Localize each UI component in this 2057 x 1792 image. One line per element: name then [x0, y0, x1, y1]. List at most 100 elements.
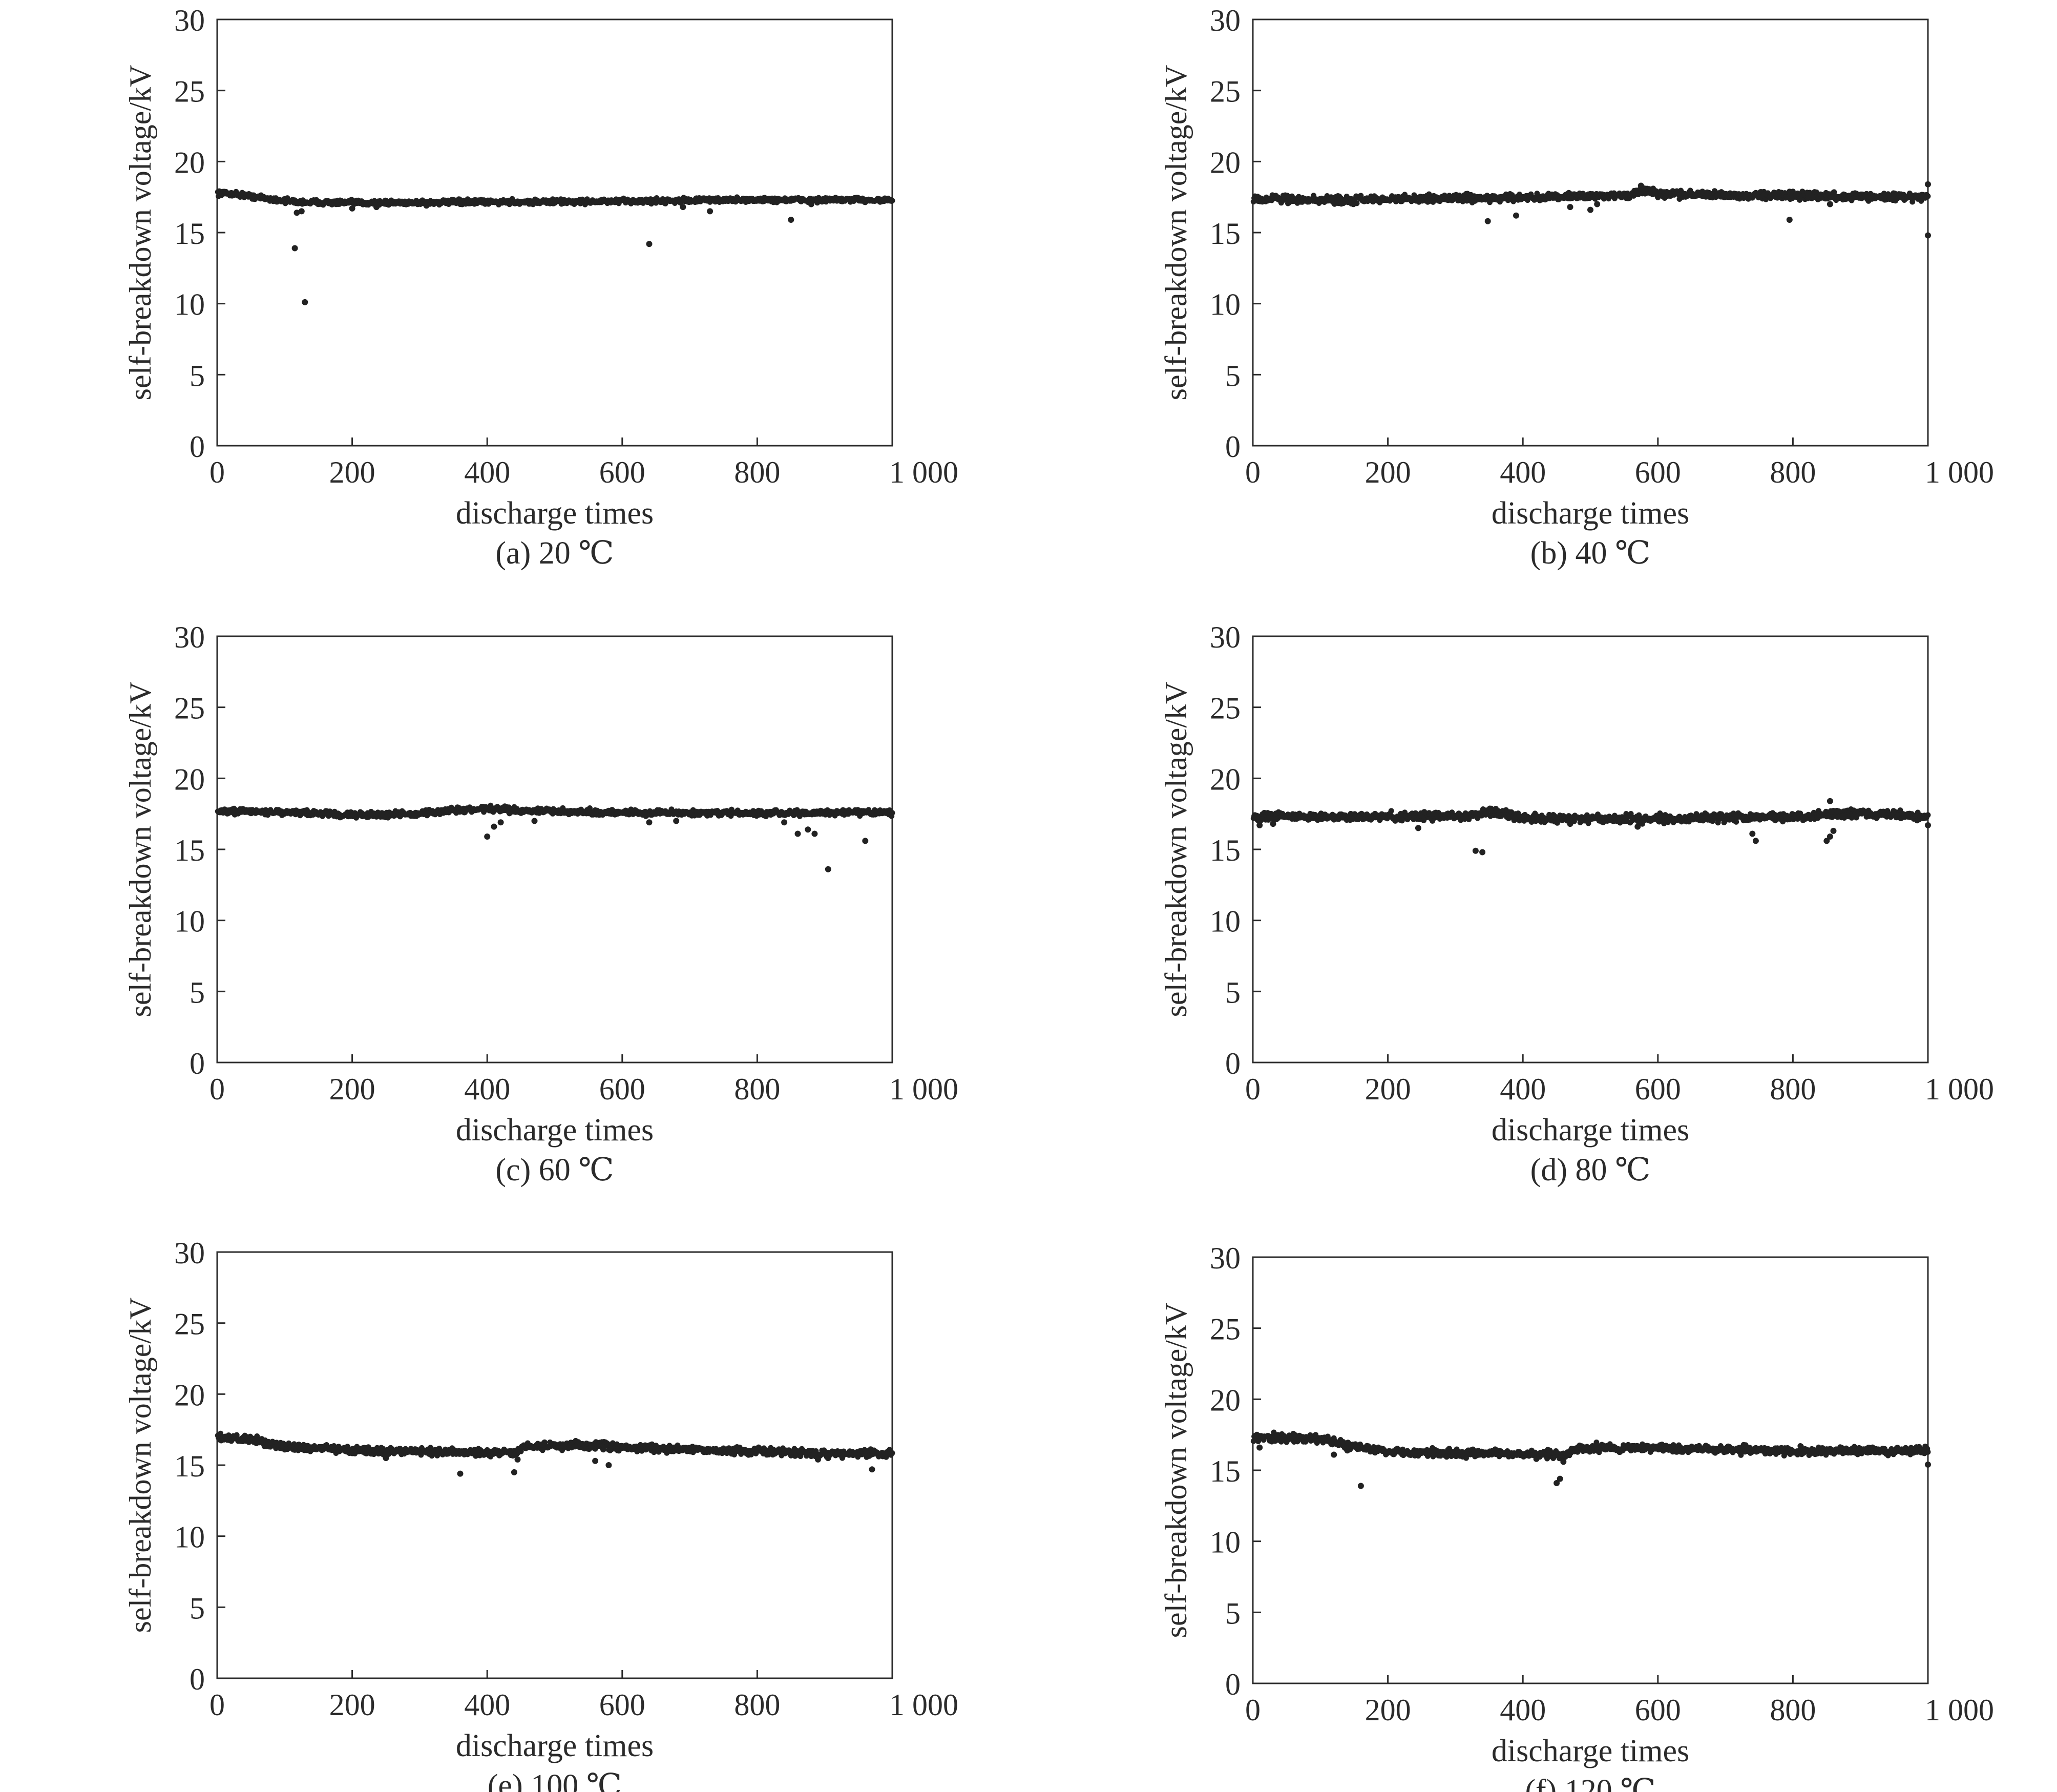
y-axis-label: self-breakdown voltage/kV	[123, 682, 157, 1017]
x-tick-label: 200	[1365, 1072, 1411, 1106]
x-tick-label: 800	[734, 455, 780, 489]
y-axis-label: self-breakdown voltage/kV	[123, 1298, 157, 1633]
y-tick-label: 25	[1210, 75, 1241, 109]
outlier-point	[680, 204, 686, 211]
x-tick-label: 400	[1500, 1072, 1546, 1106]
x-axis-label: discharge times	[456, 1113, 654, 1148]
plot-frame	[1252, 18, 1929, 447]
outlier-point	[373, 204, 380, 211]
y-tick-label: 10	[1210, 288, 1241, 322]
y-tick-label: 0	[190, 430, 205, 464]
outlier-point	[1567, 821, 1573, 827]
outlier-point	[1513, 212, 1519, 219]
y-tick-label: 5	[190, 1591, 205, 1625]
data-point	[889, 810, 895, 816]
y-tick-label: 20	[174, 762, 205, 796]
x-tick-label: 600	[599, 1688, 645, 1722]
x-tick-label: 200	[1365, 455, 1411, 489]
y-tick-label: 15	[174, 834, 205, 867]
data-points	[215, 188, 895, 305]
outlier-point	[1749, 830, 1756, 837]
x-tick-label: 1 000	[889, 1688, 958, 1722]
y-tick-label: 0	[190, 1047, 205, 1080]
x-tick-label: 1 000	[889, 455, 958, 489]
y-tick-label: 20	[174, 1378, 205, 1412]
x-tick-label: 0	[1245, 455, 1261, 489]
outlier-point	[811, 830, 818, 837]
outlier-point	[805, 826, 811, 833]
y-tick-label: 15	[174, 217, 205, 251]
outlier-point	[1752, 838, 1759, 844]
panel-caption: (e) 100 ℃	[488, 1768, 622, 1792]
outlier-point	[862, 838, 869, 844]
outlier-point	[1472, 847, 1479, 854]
x-tick-label: 400	[464, 1688, 510, 1722]
outlier-point	[1415, 825, 1421, 831]
outlier-point	[491, 823, 497, 830]
x-tick-label: 200	[329, 455, 375, 489]
y-tick-label: 10	[174, 288, 205, 322]
outlier-point	[825, 866, 831, 872]
x-tick-label: 600	[1635, 455, 1681, 489]
x-tick-label: 200	[329, 1072, 375, 1106]
x-tick-label: 400	[464, 455, 510, 489]
x-tick-label: 200	[329, 1688, 375, 1722]
outlier-point	[531, 818, 538, 824]
y-tick-label: 5	[190, 975, 205, 1009]
plot-frame	[216, 18, 893, 447]
panel-caption: (b) 40 ℃	[1530, 536, 1651, 571]
y-tick-label: 30	[174, 620, 205, 654]
y-tick-label: 25	[174, 75, 205, 109]
y-tick-label: 0	[1225, 1047, 1241, 1080]
x-axis-label: discharge times	[456, 496, 654, 531]
y-tick-label: 30	[174, 1236, 205, 1270]
outlier-point	[1641, 185, 1648, 192]
outlier-point	[1925, 822, 1931, 828]
y-tick-label: 5	[1225, 975, 1241, 1009]
data-point	[1354, 200, 1360, 206]
data-point	[1284, 193, 1290, 199]
y-axis-label: self-breakdown voltage/kV	[1159, 65, 1193, 401]
y-tick-label: 15	[174, 1449, 205, 1483]
x-tick-label: 0	[209, 455, 225, 489]
x-tick-label: 800	[1770, 455, 1816, 489]
outlier-point	[646, 819, 653, 826]
y-tick-label: 30	[1210, 620, 1241, 654]
x-tick-label: 0	[209, 1688, 225, 1722]
y-tick-label: 5	[1225, 359, 1241, 392]
data-point	[1918, 198, 1924, 204]
outlier-point	[1567, 204, 1573, 211]
outlier-point	[794, 830, 801, 837]
x-tick-label: 400	[1500, 455, 1546, 489]
data-points	[215, 1430, 895, 1477]
y-tick-label: 30	[174, 4, 205, 37]
outlier-point	[1830, 827, 1837, 834]
y-tick-label: 20	[1210, 145, 1241, 179]
outlier-point	[1484, 218, 1491, 224]
outlier-point	[1479, 849, 1486, 856]
outlier-point	[298, 208, 305, 215]
y-tick-label: 10	[174, 1520, 205, 1554]
x-tick-label: 800	[734, 1688, 780, 1722]
data-points	[1250, 798, 1931, 856]
outlier-point	[788, 217, 794, 223]
x-tick-label: 1 000	[1925, 455, 1994, 489]
x-tick-label: 800	[1770, 1072, 1816, 1106]
outlier-point	[1270, 821, 1276, 827]
outlier-point	[484, 834, 491, 840]
y-tick-label: 0	[1225, 430, 1241, 464]
x-tick-label: 600	[599, 455, 645, 489]
outlier-point	[1827, 834, 1833, 840]
outlier-point	[1256, 822, 1263, 828]
outlier-point	[1634, 823, 1641, 830]
y-tick-label: 20	[174, 145, 205, 179]
x-tick-label: 600	[1635, 1072, 1681, 1106]
x-tick-label: 400	[464, 1072, 510, 1106]
y-axis-label: self-breakdown voltage/kV	[1159, 682, 1193, 1017]
outlier-point	[1925, 232, 1931, 239]
y-tick-label: 0	[190, 1662, 205, 1696]
